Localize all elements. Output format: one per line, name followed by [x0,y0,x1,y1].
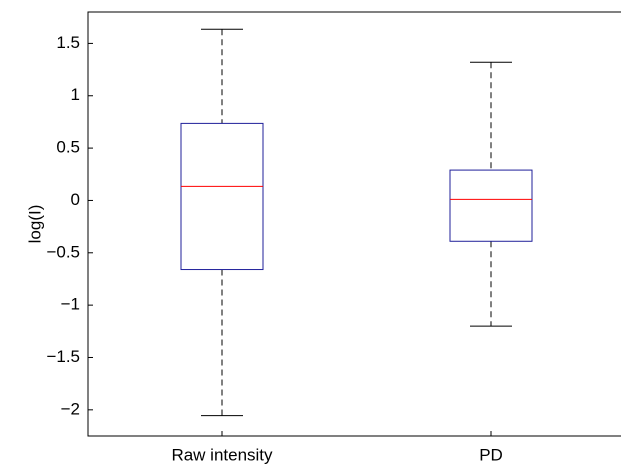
y-tick-label: 1 [71,85,80,104]
y-tick-label: −1.5 [46,347,80,366]
box [180,122,264,271]
x-tick-label: PD [479,445,503,464]
plot-frame [87,11,621,437]
y-tick-label: 0 [71,190,80,209]
y-tick-label: 0.5 [56,138,80,157]
y-tick-label: −0.5 [46,242,80,261]
y-tick-label: −2 [61,399,80,418]
y-tick-label: −1 [61,295,80,314]
y-tick-label: 1.5 [56,33,80,52]
x-tick-label: Raw intensity [171,445,273,464]
box [449,169,533,242]
y-axis-label: log(I) [25,205,44,244]
